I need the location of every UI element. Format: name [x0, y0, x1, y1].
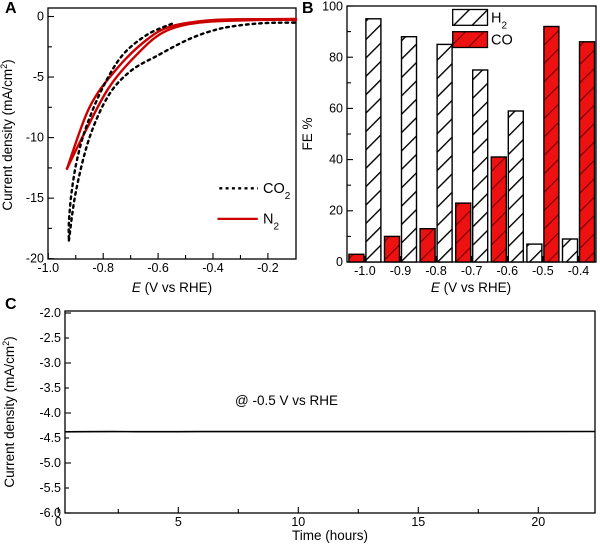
svg-text:-4.0: -4.0: [39, 406, 61, 420]
svg-text:@ -0.5 V vs RHE: @ -0.5 V vs RHE: [235, 393, 338, 408]
svg-text:10: 10: [291, 515, 305, 529]
svg-text:20: 20: [329, 204, 343, 218]
svg-text:-20: -20: [26, 252, 44, 266]
svg-text:-5.0: -5.0: [39, 456, 61, 470]
svg-text:-0.4: -0.4: [202, 261, 224, 275]
svg-text:0: 0: [37, 10, 44, 24]
svg-text:20: 20: [531, 515, 545, 529]
svg-text:CO2: CO2: [263, 181, 291, 202]
svg-text:-0.8: -0.8: [92, 261, 114, 275]
svg-text:Current density (mA/cm2): Current density (mA/cm2): [1, 336, 17, 487]
svg-text:-0.5: -0.5: [532, 264, 554, 278]
svg-text:-3.5: -3.5: [39, 381, 61, 395]
svg-text:15: 15: [411, 515, 425, 529]
svg-text:-0.9: -0.9: [390, 264, 412, 278]
svg-text:-3.0: -3.0: [39, 356, 61, 370]
svg-text:-10: -10: [26, 131, 44, 145]
svg-text:N2: N2: [263, 212, 279, 233]
svg-text:-2.5: -2.5: [39, 331, 61, 345]
svg-text:E (V vs RHE): E (V vs RHE): [132, 280, 212, 295]
svg-text:CO: CO: [491, 33, 513, 49]
svg-text:FE %: FE %: [300, 117, 315, 150]
svg-text:-2.0: -2.0: [39, 306, 61, 320]
svg-text:-4.5: -4.5: [39, 431, 61, 445]
svg-text:5: 5: [175, 515, 182, 529]
svg-text:-0.2: -0.2: [257, 261, 279, 275]
svg-text:100: 100: [322, 0, 343, 14]
svg-text:C: C: [5, 296, 17, 313]
svg-text:40: 40: [329, 153, 343, 167]
svg-text:B: B: [302, 0, 314, 17]
svg-text:0: 0: [336, 255, 343, 269]
svg-text:-0.8: -0.8: [425, 264, 447, 278]
svg-text:-5.5: -5.5: [39, 481, 61, 495]
svg-text:Time (hours): Time (hours): [292, 528, 368, 543]
svg-text:-0.6: -0.6: [147, 261, 169, 275]
svg-text:Current density (mA/cm2): Current density (mA/cm2): [0, 59, 15, 210]
svg-text:60: 60: [329, 102, 343, 116]
svg-text:80: 80: [329, 51, 343, 65]
svg-text:A: A: [5, 0, 17, 17]
svg-text:-1.0: -1.0: [354, 264, 376, 278]
svg-text:-15: -15: [26, 191, 44, 205]
svg-text:-6.0: -6.0: [39, 506, 61, 520]
svg-text:-0.7: -0.7: [461, 264, 483, 278]
svg-text:-5: -5: [33, 70, 44, 84]
svg-text:-0.4: -0.4: [568, 264, 590, 278]
svg-text:H2: H2: [491, 11, 507, 32]
svg-text:-0.6: -0.6: [497, 264, 519, 278]
svg-text:E (V vs RHE): E (V vs RHE): [431, 280, 511, 295]
